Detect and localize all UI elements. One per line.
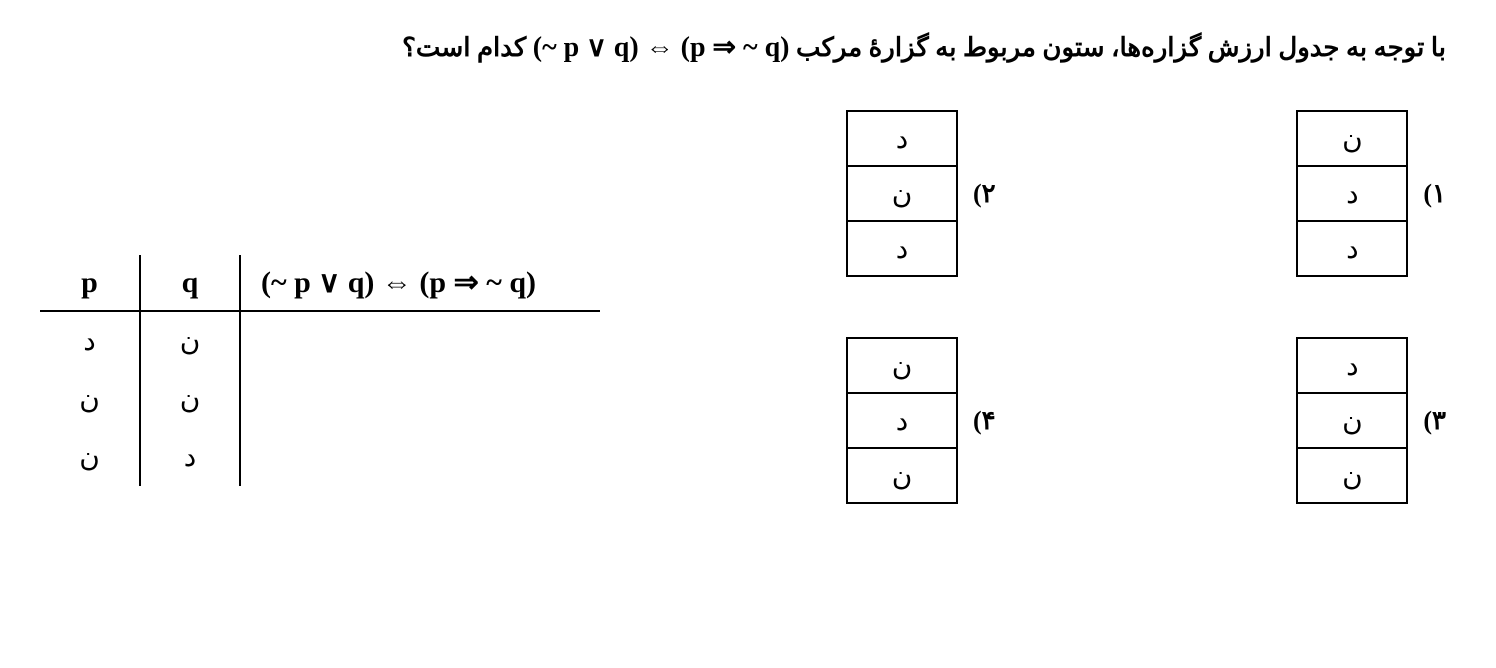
option-4-number: ۴) (973, 406, 996, 436)
row-1-p: ن (40, 370, 140, 428)
option-3-table: د ن ن (1296, 337, 1408, 504)
option-1-number: ۱) (1423, 179, 1446, 209)
main-truth-table: p q (~ p ∨ q) ⇔ (p ⇒ ~ q) د ن ن ن ن د (40, 255, 600, 486)
option-3-cell-2: ن (1297, 448, 1407, 503)
option-2-cell-2: د (847, 221, 957, 276)
row-0-p: د (40, 311, 140, 370)
option-1: ۱) ن د د (1296, 110, 1446, 277)
row-1-result (240, 370, 600, 428)
header-q: q (140, 255, 240, 311)
row-0-result (240, 311, 600, 370)
option-4-cell-0: ن (847, 338, 957, 393)
option-3: ۳) د ن ن (1296, 337, 1446, 504)
option-3-number: ۳) (1423, 406, 1446, 436)
option-2-cell-0: د (847, 111, 957, 166)
row-2-result (240, 428, 600, 486)
row-0-q: ن (140, 311, 240, 370)
option-1-cell-1: د (1297, 166, 1407, 221)
option-2-cell-1: ن (847, 166, 957, 221)
row-2-q: د (140, 428, 240, 486)
option-1-cell-0: ن (1297, 111, 1407, 166)
option-3-cell-0: د (1297, 338, 1407, 393)
option-4-cell-1: د (847, 393, 957, 448)
option-2: ۲) د ن د (846, 110, 996, 277)
options-row-1: ۱) ن د د ۲) د ن د (846, 110, 1446, 277)
option-2-number: ۲) (973, 179, 996, 209)
row-1-q: ن (140, 370, 240, 428)
question-text: با توجه به جدول ارزش گزاره‌ها، ستون مربو… (280, 30, 1446, 64)
header-p: p (40, 255, 140, 311)
question-prefix: با توجه به جدول ارزش گزاره‌ها، ستون مربو… (789, 33, 1446, 62)
option-1-cell-2: د (1297, 221, 1407, 276)
main-table-area: p q (~ p ∨ q) ⇔ (p ⇒ ~ q) د ن ن ن ن د (40, 255, 600, 486)
header-formula: (~ p ∨ q) ⇔ (p ⇒ ~ q) (240, 255, 600, 311)
options-row-2: ۳) د ن ن ۴) ن د ن (846, 337, 1446, 504)
table-row: ن د (40, 428, 600, 486)
option-1-table: ن د د (1296, 110, 1408, 277)
option-4: ۴) ن د ن (846, 337, 996, 504)
table-row: ن ن (40, 370, 600, 428)
option-3-cell-1: ن (1297, 393, 1407, 448)
table-row: د ن (40, 311, 600, 370)
question-suffix: کدام است؟ (402, 33, 526, 62)
option-4-cell-2: ن (847, 448, 957, 503)
option-2-table: د ن د (846, 110, 958, 277)
options-area: ۱) ن د د ۲) د ن د ۳) د ن ن ۴) (846, 110, 1446, 564)
option-4-table: ن د ن (846, 337, 958, 504)
row-2-p: ن (40, 428, 140, 486)
question-formula: (~ p ∨ q) ⇔ (p ⇒ ~ q) (533, 32, 790, 63)
